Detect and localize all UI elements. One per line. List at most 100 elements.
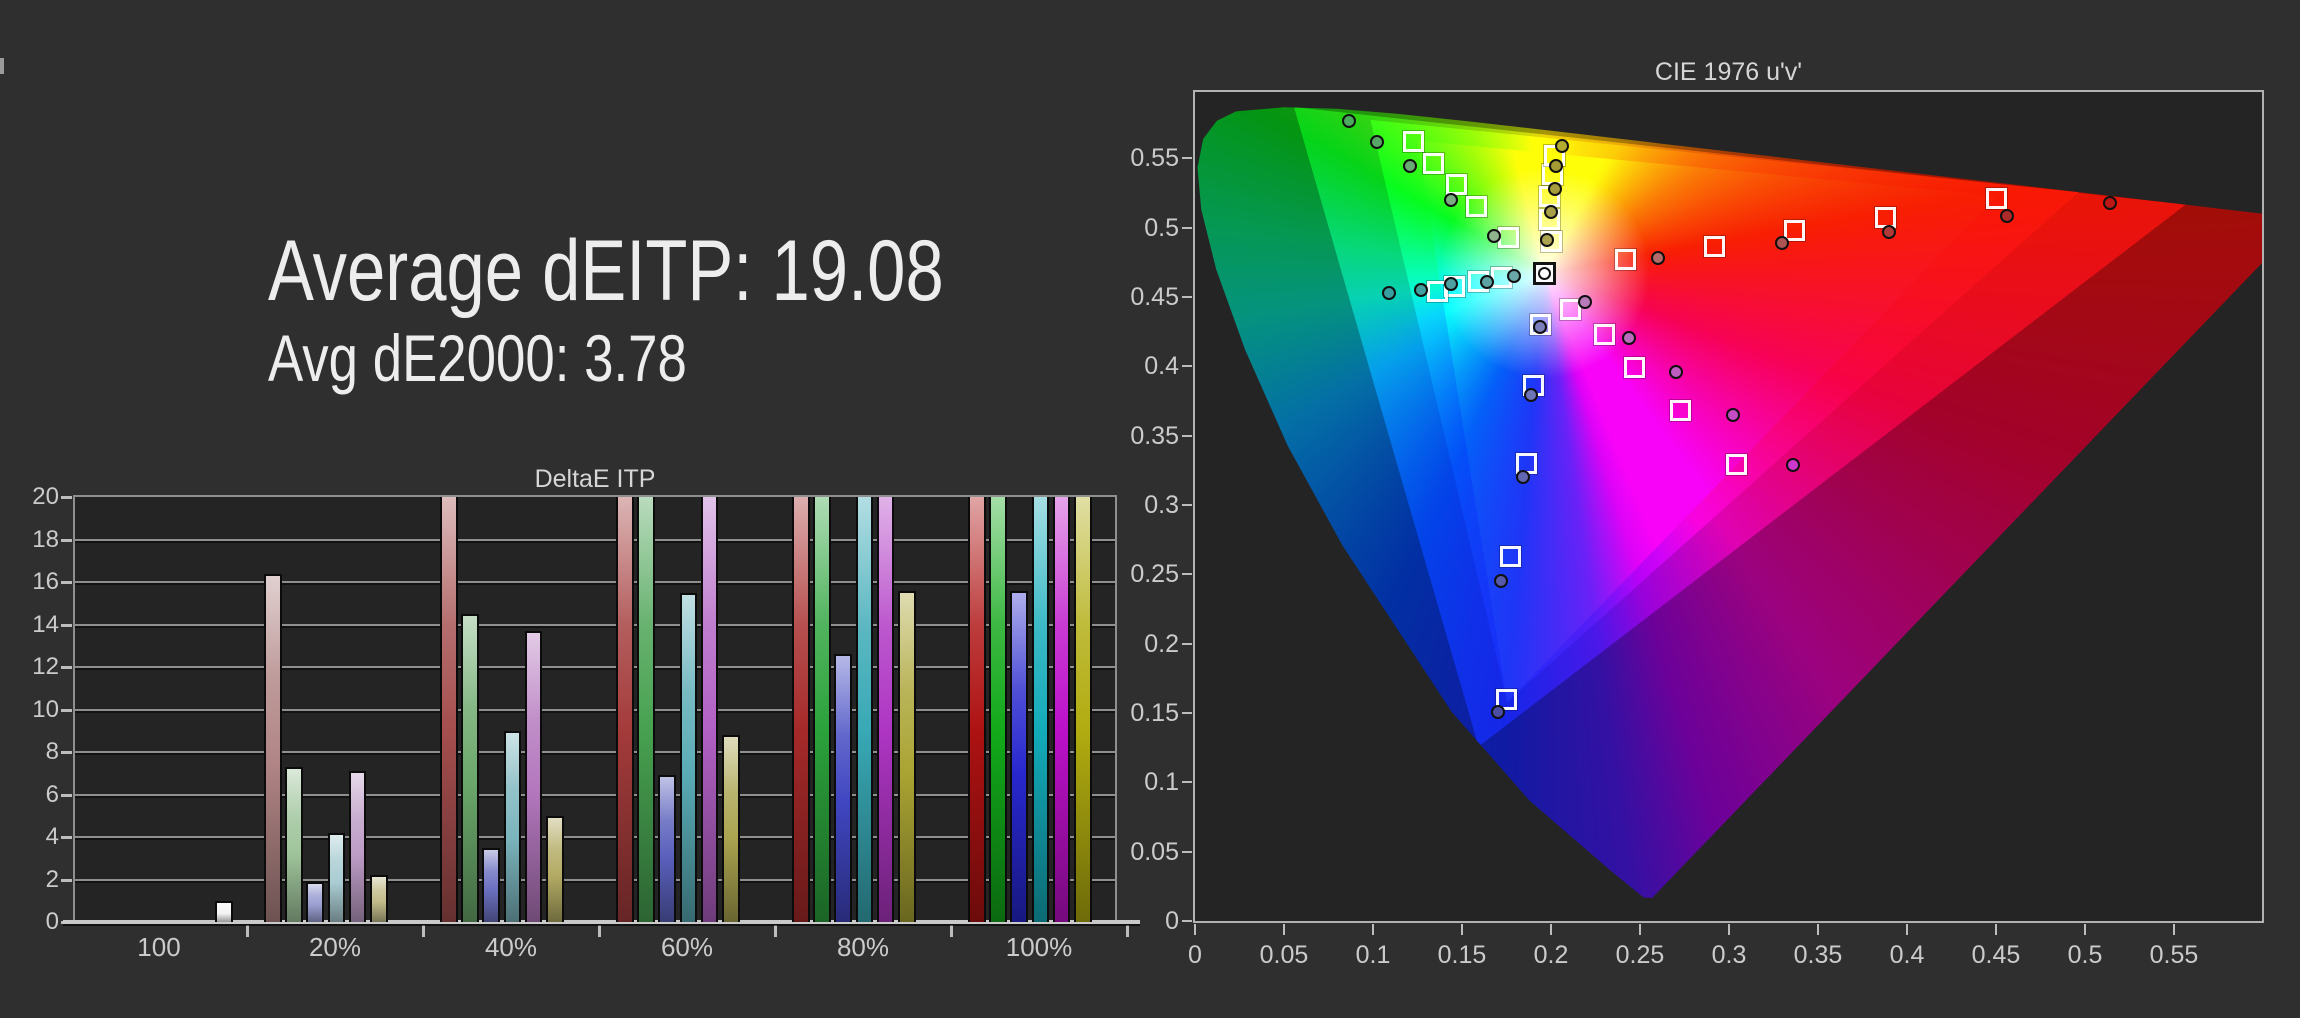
target-marker-red-2 (1704, 236, 1726, 258)
x-axis-tick (1461, 924, 1463, 935)
x-axis-tick (246, 925, 249, 937)
x-axis-label: 0.4 (1889, 941, 1925, 969)
y-axis-tick (61, 878, 72, 882)
y-axis-label: 14 (32, 610, 59, 638)
x-axis-label: 0.15 (1437, 941, 1487, 969)
x-axis-tick (1283, 924, 1285, 935)
y-axis-label: 0.1 (1144, 768, 1179, 797)
y-axis-tick (61, 708, 72, 712)
measured-marker-cyan-2 (1479, 274, 1494, 289)
target-marker-red-1 (1615, 248, 1637, 270)
x-axis-label: 0.2 (1533, 941, 1569, 969)
measured-marker-cyan-1 (1506, 269, 1521, 284)
y-axis-label: 0.35 (1130, 421, 1179, 450)
measured-marker-green-1 (1487, 228, 1502, 243)
target-marker-red-3 (1784, 219, 1806, 241)
y-axis-tick (1182, 434, 1192, 437)
y-axis-label: 0.2 (1144, 629, 1179, 658)
bar-20%-cyan (327, 832, 346, 922)
measured-marker-red-4 (1999, 209, 2014, 224)
measured-marker-magenta-4 (1725, 407, 1740, 422)
y-axis-label: 0.3 (1144, 490, 1179, 519)
grid-line (75, 538, 1115, 541)
measured-marker-green-2 (1444, 192, 1459, 207)
y-axis-label: 4 (45, 823, 59, 850)
left-edge-artifact (0, 58, 4, 74)
y-axis-label: 0.45 (1130, 282, 1179, 311)
bar-60%-blue (658, 775, 676, 922)
x-axis-label: 0 (1188, 941, 1202, 969)
y-axis-label: 8 (45, 738, 59, 765)
y-axis-tick (1182, 711, 1192, 714)
x-axis-label: 0.25 (1615, 941, 1665, 969)
y-axis-tick (61, 793, 72, 797)
y-axis-tick (1182, 365, 1192, 368)
target-marker-magenta-1 (1560, 298, 1582, 320)
bar-100%-yellow (1074, 497, 1092, 922)
x-axis-label: 0.05 (1259, 941, 1309, 969)
measured-marker-cyan-5 (1382, 285, 1397, 300)
y-axis-tick (1182, 157, 1192, 160)
y-axis-label: 6 (45, 780, 59, 808)
x-axis-tick (1550, 924, 1552, 935)
bar-40%-cyan (503, 730, 522, 922)
target-marker-magenta-3 (1624, 357, 1646, 379)
y-axis-label: 0.15 (1130, 698, 1179, 727)
y-axis-label: 18 (32, 525, 59, 553)
x-axis-tick (422, 925, 425, 937)
grid-line (75, 581, 1115, 583)
target-marker-green-2 (1465, 196, 1487, 218)
average-deitp-text: Average dEITP: 19.08 (268, 223, 944, 319)
x-axis-label: 80% (836, 932, 890, 962)
bar-100%-green (989, 497, 1007, 922)
measured-marker-yellow-1 (1540, 232, 1555, 247)
x-axis-tick (598, 925, 601, 937)
average-de2000-text: Avg dE2000: 3.78 (268, 321, 687, 395)
measured-marker-blue-4 (1494, 574, 1509, 589)
cie-chart-title: CIE 1976 u'v' (1654, 58, 1803, 86)
measured-marker-red-3 (1882, 224, 1897, 239)
bar-100%-magenta (1052, 497, 1071, 922)
target-marker-magenta-5 (1725, 454, 1747, 476)
y-axis-tick (61, 538, 72, 542)
x-axis-tick (950, 925, 953, 937)
y-axis-tick (61, 751, 72, 754)
target-marker-magenta-4 (1670, 400, 1692, 422)
y-axis-tick (61, 496, 72, 499)
y-axis-label: 0.25 (1130, 560, 1179, 589)
measured-marker-magenta-2 (1622, 331, 1637, 346)
target-marker-blue-5 (1496, 688, 1517, 710)
bar-100-white (215, 900, 233, 922)
target-marker-green-1 (1497, 226, 1519, 248)
target-marker-cyan-4 (1427, 281, 1449, 303)
measured-marker-magenta-1 (1577, 295, 1592, 310)
x-axis-label: 20% (308, 932, 362, 962)
bar-chart-title: DeltaE ITP (534, 465, 656, 493)
y-axis-tick (1182, 573, 1192, 576)
grid-line (75, 623, 1115, 626)
measured-marker-blue-2 (1524, 388, 1539, 403)
y-axis-label: 0.5 (1144, 213, 1179, 242)
y-axis-label: 2 (45, 865, 59, 893)
y-axis-tick (1182, 920, 1192, 922)
x-axis-tick (1906, 924, 1908, 935)
bar-60%-red (616, 497, 634, 922)
x-axis-tick (1995, 924, 1997, 935)
white-point-glow (1195, 92, 2262, 921)
x-axis-label: 0.3 (1711, 941, 1747, 969)
bar-40%-red (440, 497, 458, 922)
target-marker-green-5 (1403, 131, 1425, 152)
x-axis-tick (1728, 924, 1730, 935)
grid-line (75, 708, 1115, 711)
target-marker-magenta-2 (1593, 323, 1615, 345)
bar-40%-magenta (524, 630, 543, 922)
grid-line (75, 751, 1115, 753)
bar-80%-magenta (876, 497, 895, 922)
spectral-locus-horseshoe (1195, 92, 2262, 921)
bar-100%-cyan (1031, 497, 1050, 922)
bar-80%-cyan (855, 497, 874, 922)
target-marker-green-4 (1423, 153, 1445, 175)
y-axis-tick (1182, 642, 1192, 645)
measured-marker-green-4 (1369, 134, 1384, 149)
